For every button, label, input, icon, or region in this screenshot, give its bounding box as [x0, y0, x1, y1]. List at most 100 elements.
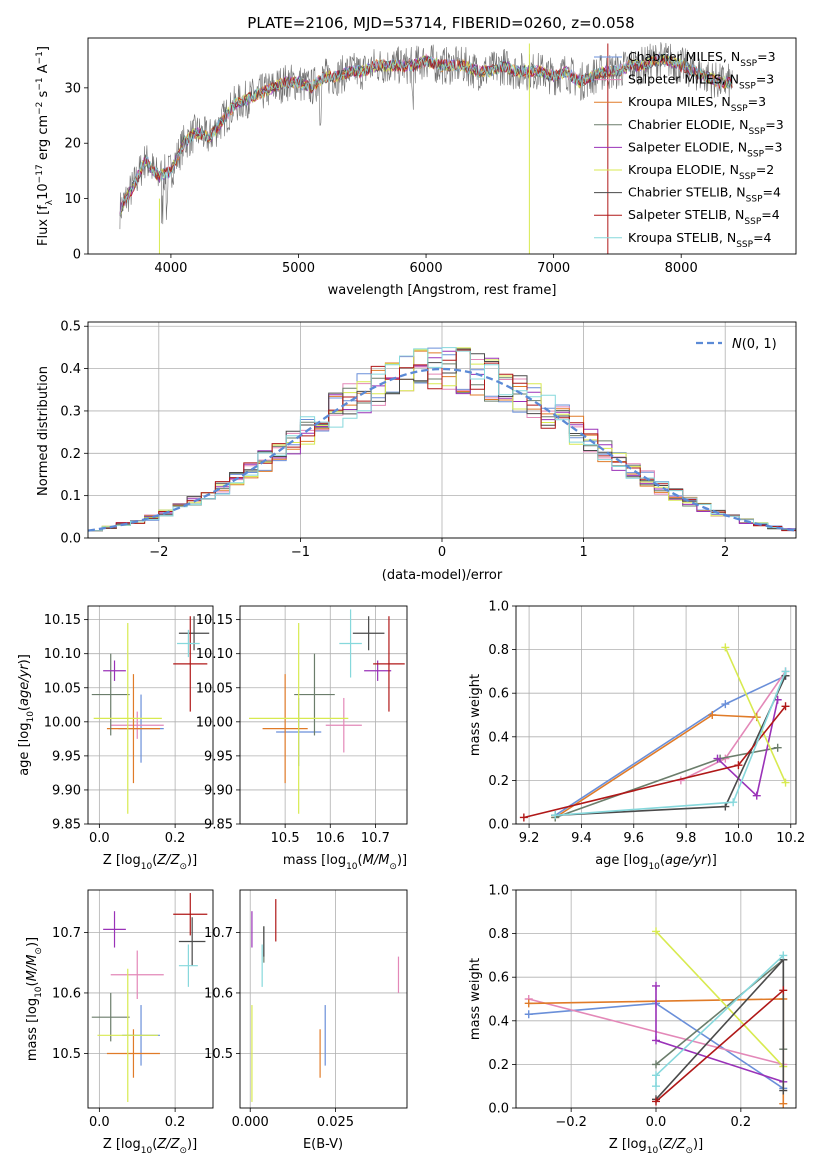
weight-marker-kroupa-stelib [781, 667, 790, 676]
y-tick-label: 9.90 [204, 783, 233, 798]
x-tick-label: 2 [721, 545, 729, 560]
weight-line-kroupa-elodie [655, 930, 784, 1068]
weight-marker-salpeter-elodie [652, 1036, 660, 1045]
plot-area [249, 609, 405, 814]
x-tick-label: 8000 [665, 261, 698, 276]
x-axis-label: Z [log10(Z/Z⊙)] [103, 853, 197, 872]
legend-entry-salpeter-stelib: Salpeter STELIB, NSSP=4 [628, 207, 780, 227]
x-tick-label: 0.025 [317, 1115, 354, 1130]
axes-residuals: −2 −1 0 1 2 0.0 0.1 0.2 0.3 0.4 0.5 [60, 320, 797, 560]
y-tick-label: 0.1 [60, 489, 81, 504]
x-axis-label: Z [log10(Z/Z⊙)] [103, 1137, 197, 1156]
weight-marker-chabrier-elodie [773, 743, 782, 752]
histogram-kroupa-stelib [88, 347, 796, 532]
axes-age-vs-mass: 10.5 10.6 10.7 9.85 9.90 9.95 10.00 10.05 10.10 1… [196, 605, 408, 846]
weight-marker-kroupa-elodie [721, 643, 730, 652]
weight-marker-salpeter-stelib [652, 1097, 660, 1106]
x-axis-label: age [log10(age/yr)] [595, 853, 717, 872]
x-tick-label: 9.2 [519, 831, 540, 846]
y-tick-label: 9.90 [52, 783, 81, 798]
weight-marker-salpeter-stelib [734, 761, 743, 770]
histogram-salpeter-stelib [88, 349, 796, 532]
y-tick-label: 0.0 [60, 532, 81, 547]
y-axis-label: mass weight [468, 958, 483, 1040]
weight-marker-kroupa-stelib [652, 1071, 660, 1080]
x-tick-label: 6000 [410, 261, 443, 276]
weight-marker-kroupa-miles [524, 999, 533, 1008]
y-tick-label: 0.0 [488, 818, 509, 833]
axes-frame [87, 889, 214, 1109]
weight-marker-salpeter-stelib [779, 986, 788, 995]
x-tick-label: 10.0 [724, 831, 753, 846]
y-tick-label: 0.8 [488, 643, 509, 658]
axes-frame [239, 605, 408, 825]
plot-area [119, 42, 733, 254]
y-tick-label: 10.5 [204, 1047, 233, 1062]
plot-area [91, 893, 208, 1102]
weight-marker-kroupa-stelib [779, 951, 788, 960]
weight-marker-kroupa-miles [779, 1099, 788, 1108]
weight-marker-chabrier-miles [524, 1010, 533, 1019]
plot-area [524, 927, 788, 1108]
axes-frame [87, 37, 797, 255]
weight-marker-chabrier-elodie [652, 1060, 660, 1069]
plot-area [88, 347, 796, 532]
y-tick-label: 0.8 [488, 927, 509, 942]
y-tick-label: 10.7 [52, 926, 81, 941]
axes-frame [239, 889, 408, 1109]
y-tick-label: 10.10 [196, 647, 233, 662]
y-tick-label: 9.95 [204, 749, 233, 764]
y-tick-label: 0.0 [488, 1102, 509, 1117]
y-tick-label: 10.6 [204, 986, 233, 1001]
x-tick-label: 0.2 [165, 831, 186, 846]
x-tick-label: −1 [291, 545, 310, 560]
y-tick-label: 10.00 [44, 715, 81, 730]
y-axis-label: mass [log10(M/M⊙)] [25, 937, 44, 1061]
legend-entry-chabrier-elodie: Chabrier ELODIE, NSSP=3 [628, 117, 784, 137]
weight-marker-salpeter-elodie [752, 791, 761, 800]
y-tick-label: 9.85 [52, 818, 81, 833]
y-tick-label: 0.2 [60, 447, 81, 462]
y-tick-label: 0.2 [488, 1058, 509, 1073]
y-tick-label: 10.15 [44, 613, 81, 628]
y-tick-label: 1.0 [488, 600, 509, 615]
y-tick-label: 30 [64, 81, 81, 96]
model-spectrum-kroupa-stelib [119, 53, 733, 216]
y-tick-label: 20 [64, 137, 81, 152]
y-axis-label: age [log10(age/yr)] [17, 654, 36, 776]
weight-marker-kroupa-stelib [652, 1082, 660, 1091]
y-tick-label: 10.10 [44, 647, 81, 662]
legend-entry-chabrier-stelib: Chabrier STELIB, NSSP=4 [628, 185, 781, 205]
y-axis-label: Normed distribution [36, 366, 51, 496]
x-axis-label: (data-model)/error [382, 568, 503, 583]
normal-reference-curve [88, 367, 796, 532]
x-tick-label: 0.000 [232, 1115, 269, 1130]
weight-marker-salpeter-elodie [652, 981, 660, 990]
y-tick-label: 10.15 [196, 613, 233, 628]
y-tick-label: 10.7 [204, 926, 233, 941]
figure-title: PLATE=2106, MJD=53714, FIBERID=0260, z=0… [247, 14, 634, 32]
x-tick-label: 10.6 [316, 831, 345, 846]
y-tick-label: 10.05 [196, 681, 233, 696]
x-axis-label: mass [log10(M/M⊙)] [283, 853, 407, 872]
weight-line-kroupa-elodie [724, 647, 787, 783]
legend-entry-salpeter-miles: Salpeter MILES, NSSP=3 [628, 72, 774, 92]
x-axis-label: E(B-V) [303, 1137, 343, 1152]
weight-marker-kroupa-miles [708, 711, 717, 719]
axes-weight-vs-age: 9.2 9.4 9.6 9.8 10.0 10.2 0.0 0.2 0.4 0.6 0.8 1.0 [488, 600, 805, 847]
legend-entry-kroupa-stelib: Kroupa STELIB, NSSP=4 [628, 230, 772, 250]
axes-mass-vs-EBV: 0.000 0.025 10.5 10.6 10.7 [204, 889, 408, 1130]
x-tick-label: 0 [438, 545, 446, 560]
x-tick-label: 0.2 [731, 1115, 752, 1130]
weight-line-salpeter-stelib [655, 989, 784, 1103]
axes-frame [515, 605, 797, 825]
x-tick-label: 10.7 [361, 831, 390, 846]
y-tick-label: 10.6 [52, 986, 81, 1001]
weight-marker-salpeter-stelib [519, 813, 528, 822]
weight-marker-kroupa-stelib [729, 798, 738, 807]
weight-marker-salpeter-elodie [713, 754, 722, 763]
legend-entry-chabrier-miles: Chabrier MILES, NSSP=3 [628, 49, 776, 69]
y-tick-label: 9.85 [204, 818, 233, 833]
plot-area [519, 643, 790, 822]
y-tick-label: 1.0 [488, 884, 509, 899]
